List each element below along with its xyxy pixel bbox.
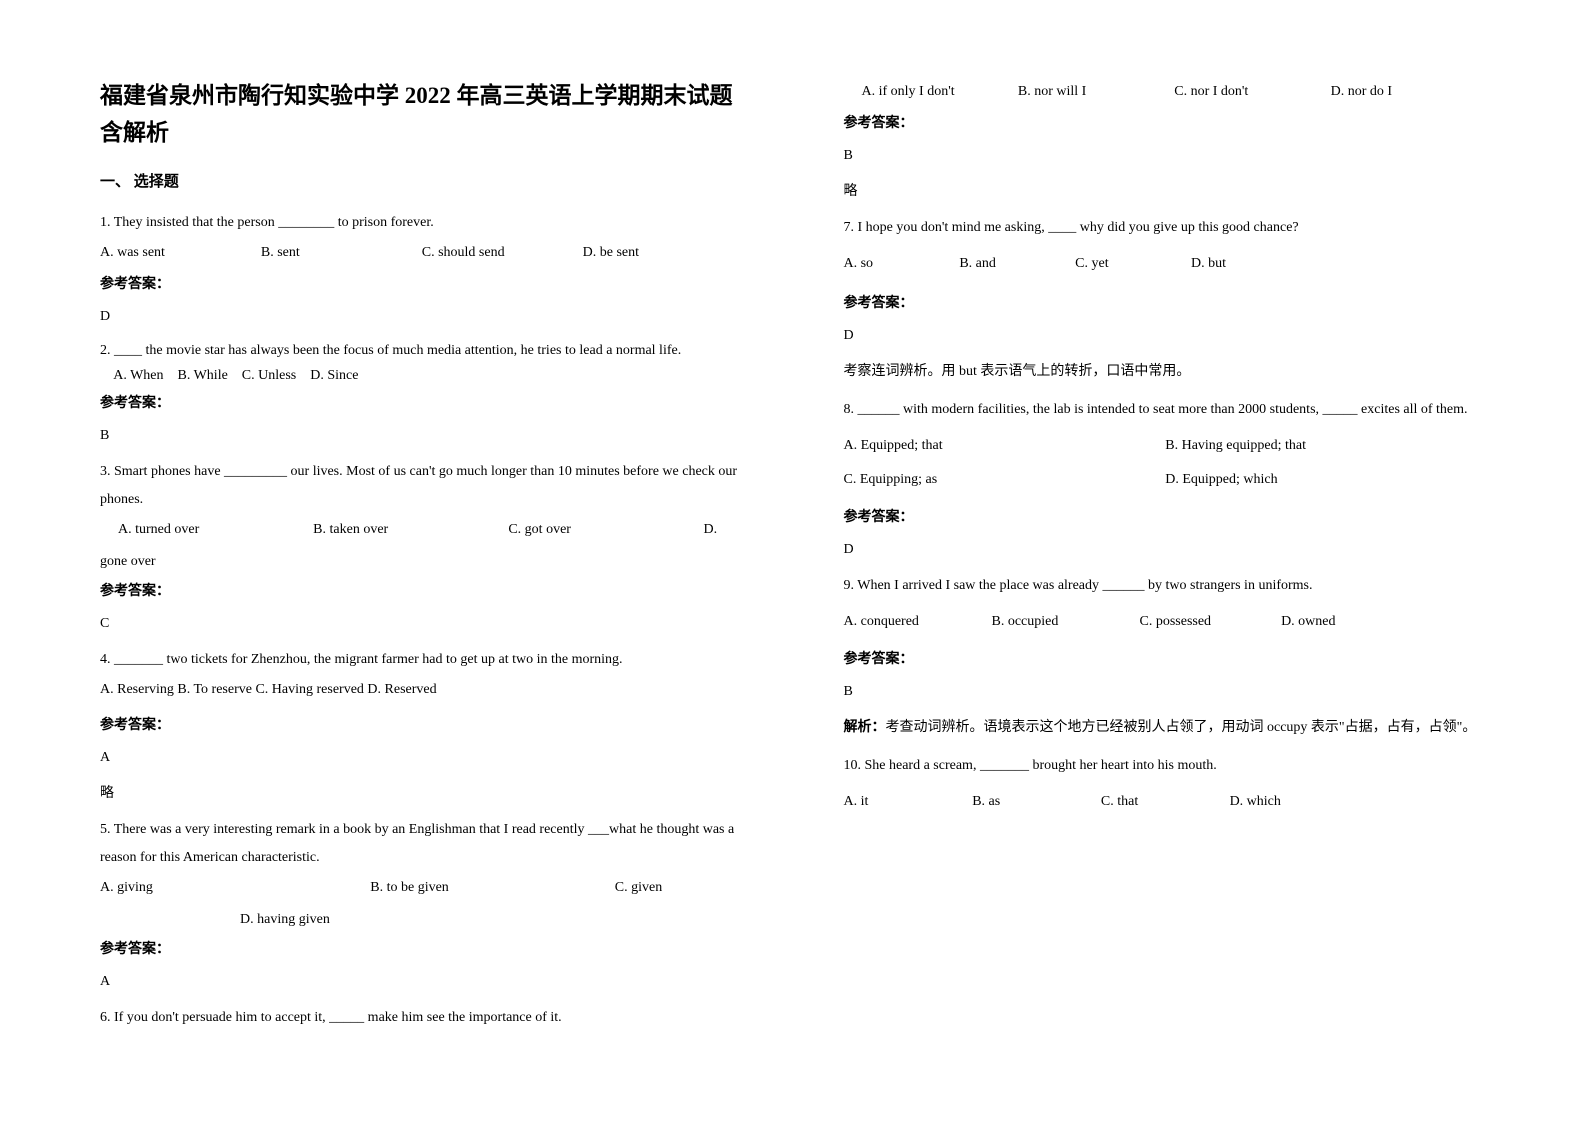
q3-opt-a: A. turned over [118, 516, 313, 544]
q9-explain: 解析：考查动词辨析。语境表示这个地方已经被别人占领了，用动词 occupy 表示… [844, 714, 1488, 742]
q7-opt-a: A. so [844, 250, 960, 278]
q1-opt-a: A. was sent [100, 239, 261, 267]
q7-answer: D [844, 322, 1488, 350]
q5-opt-a: A. giving [100, 874, 370, 902]
q10-options: A. it B. as C. that D. which [844, 788, 1488, 816]
q8-opt-a: A. Equipped; that [844, 432, 1166, 460]
q8-options-row1: A. Equipped; that B. Having equipped; th… [844, 432, 1488, 460]
q3-opt-c: C. got over [508, 516, 703, 544]
q9-explain-text: 考查动词辨析。语境表示这个地方已经被别人占领了，用动词 occupy 表示"占据… [886, 720, 1477, 735]
q5-opt-d: D. having given [100, 906, 744, 934]
q1-answer-label: 参考答案： [100, 271, 744, 299]
q2-answer-label: 参考答案： [100, 390, 744, 418]
q6-opt-d: D. nor do I [1331, 78, 1487, 106]
q5-answer-label: 参考答案： [100, 936, 744, 964]
q9-answer: B [844, 678, 1488, 706]
q9-answer-label: 参考答案： [844, 646, 1488, 674]
q10-opt-b: B. as [972, 788, 1101, 816]
q1-opt-d: D. be sent [583, 239, 744, 267]
q7-text: 7. I hope you don't mind me asking, ____… [844, 214, 1488, 242]
q9-opt-b: B. occupied [992, 608, 1140, 636]
q4-lue: 略 [100, 780, 744, 808]
q6-answer-label: 参考答案： [844, 110, 1488, 138]
q9-opt-a: A. conquered [844, 608, 992, 636]
q10-opt-c: C. that [1101, 788, 1230, 816]
q9-opt-d: D. owned [1281, 608, 1487, 636]
q1-text: 1. They insisted that the person _______… [100, 209, 744, 237]
q4-answer-label: 参考答案： [100, 712, 744, 740]
page-title: 福建省泉州市陶行知实验中学 2022 年高三英语上学期期末试题含解析 [100, 78, 744, 152]
q9-opt-c: C. possessed [1140, 608, 1282, 636]
q6-text: 6. If you don't persuade him to accept i… [100, 1004, 744, 1032]
q8-answer-label: 参考答案： [844, 504, 1488, 532]
q9-text: 9. When I arrived I saw the place was al… [844, 572, 1488, 600]
q2-options: A. When B. While C. Unless D. Since [100, 364, 744, 388]
q6-opt-a: A. if only I don't [862, 78, 1018, 106]
section-heading: 一、 选择题 [100, 170, 744, 191]
q7-opt-c: C. yet [1075, 250, 1191, 278]
q9-options: A. conquered B. occupied C. possessed D.… [844, 608, 1488, 636]
q6-opt-b: B. nor will I [1018, 78, 1174, 106]
q10-opt-d: D. which [1230, 788, 1487, 816]
q5-answer: A [100, 968, 744, 996]
q8-opt-c: C. Equipping; as [844, 466, 1166, 494]
q7-options: A. so B. and C. yet D. but [844, 250, 1488, 278]
q3-answer-label: 参考答案： [100, 578, 744, 606]
q6-lue: 略 [844, 178, 1488, 206]
q7-answer-label: 参考答案： [844, 290, 1488, 318]
q8-text: 8. ______ with modern facilities, the la… [844, 396, 1488, 424]
q8-opt-b: B. Having equipped; that [1165, 432, 1487, 460]
q7-opt-b: B. and [959, 250, 1075, 278]
q5-opt-b: B. to be given [370, 874, 615, 902]
q10-text: 10. She heard a scream, _______ brought … [844, 752, 1488, 780]
q8-options-row2: C. Equipping; as D. Equipped; which [844, 466, 1488, 494]
q6-opt-c: C. nor I don't [1174, 78, 1330, 106]
q3-opt-d-prefix: D. [704, 516, 744, 544]
explain-label: 解析： [844, 720, 886, 735]
q1-opt-c: C. should send [422, 239, 583, 267]
q10-opt-a: A. it [844, 788, 973, 816]
q6-answer: B [844, 142, 1488, 170]
q4-answer: A [100, 744, 744, 772]
q3-opt-b: B. taken over [313, 516, 508, 544]
q3-text: 3. Smart phones have _________ our lives… [100, 458, 744, 514]
q6-options: A. if only I don't B. nor will I C. nor … [844, 78, 1488, 106]
q5-text: 5. There was a very interesting remark i… [100, 816, 744, 872]
q5-opt-c: C. given [615, 874, 744, 902]
q4-options: A. Reserving B. To reserve C. Having res… [100, 676, 744, 704]
q1-options: A. was sent B. sent C. should send D. be… [100, 239, 744, 267]
q7-opt-d: D. but [1191, 250, 1487, 278]
q5-options-row1: A. giving B. to be given C. given [100, 874, 744, 902]
q1-answer: D [100, 303, 744, 331]
right-column: A. if only I don't B. nor will I C. nor … [794, 0, 1587, 1122]
q7-explain: 考察连词辨析。用 but 表示语气上的转折，口语中常用。 [844, 358, 1488, 386]
q3-answer: C [100, 610, 744, 638]
q2-text: 2. ____ the movie star has always been t… [100, 339, 744, 363]
q2-answer: B [100, 422, 744, 450]
q1-opt-b: B. sent [261, 239, 422, 267]
q3-options: A. turned over B. taken over C. got over… [100, 516, 744, 544]
q8-answer: D [844, 536, 1488, 564]
q8-opt-d: D. Equipped; which [1165, 466, 1487, 494]
left-column: 福建省泉州市陶行知实验中学 2022 年高三英语上学期期末试题含解析 一、 选择… [0, 0, 794, 1122]
q4-text: 4. _______ two tickets for Zhenzhou, the… [100, 646, 744, 674]
q3-opt-d-cont: gone over [100, 548, 744, 576]
